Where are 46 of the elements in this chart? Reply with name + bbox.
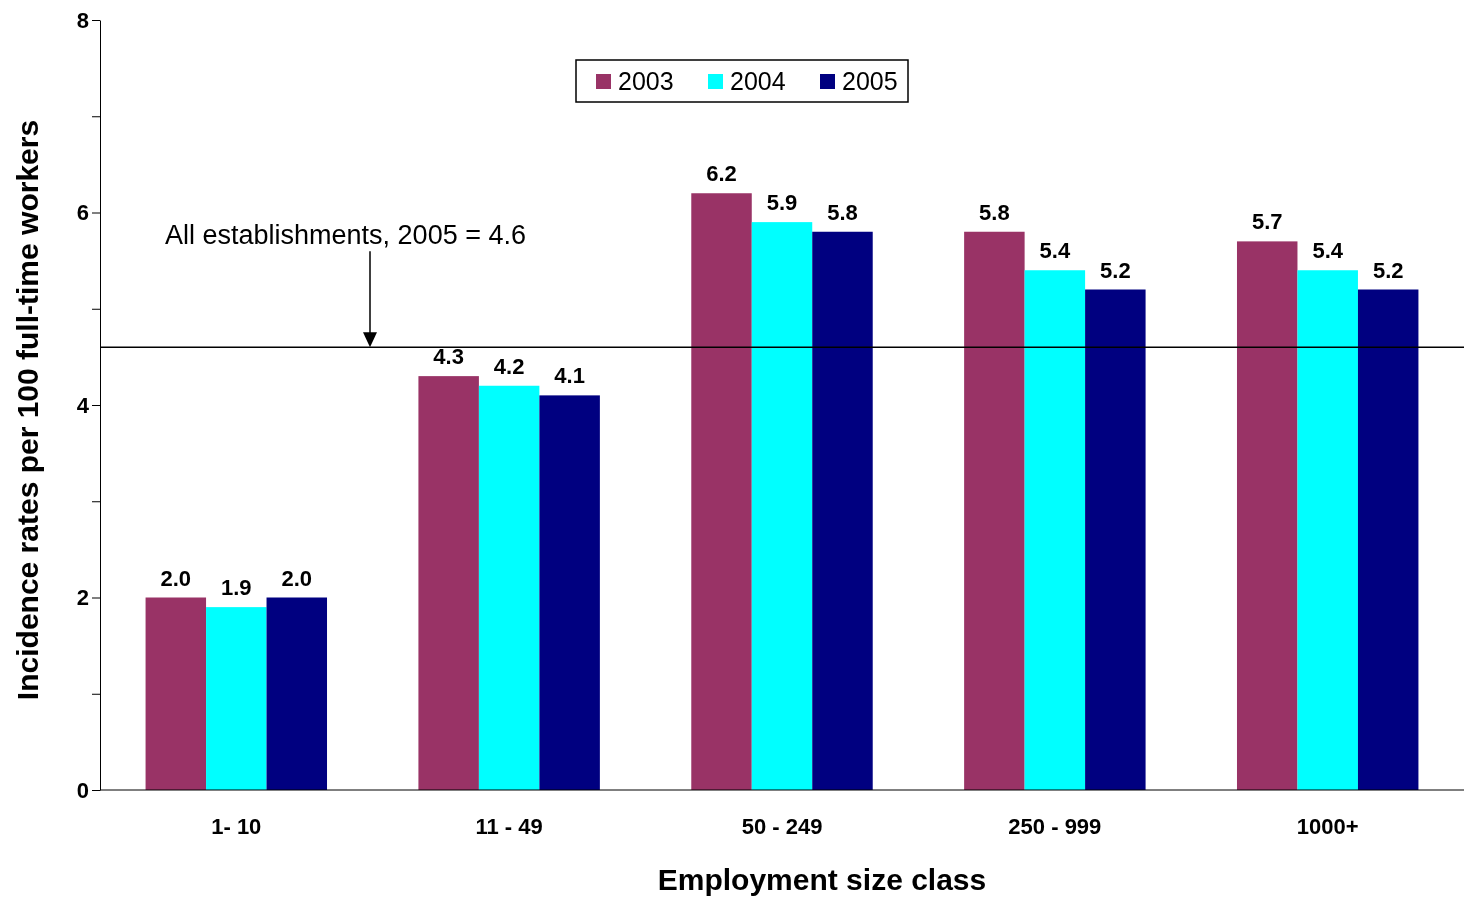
y-tick-label: 6 [76,200,89,226]
data-label: 2.0 [160,565,192,591]
x-tick-label: 50 - 249 [741,813,823,839]
bar [812,231,873,790]
bar [1297,270,1358,790]
y-axis-title: Incidence rates per 100 full-time workers [11,119,44,701]
bar [266,597,328,790]
data-label: 5.4 [1312,238,1344,264]
bar [478,385,540,790]
bar [691,193,752,790]
data-label: 2.0 [281,565,313,591]
y-tick-label: 2 [76,585,89,611]
x-tick-label: 250 - 999 [1008,813,1102,839]
legend-label: 2003 [618,67,674,95]
bar [964,231,1025,790]
bar [751,222,813,790]
data-label: 4.3 [433,344,464,370]
bar [418,376,479,790]
bar [1085,289,1146,790]
x-tick-label: 1000+ [1296,813,1359,839]
bar [1024,270,1086,790]
y-tick-label: 8 [76,7,89,33]
data-label: 5.9 [766,190,798,216]
bar [539,395,600,790]
x-axis-title: Employment size class [657,863,987,896]
bar [206,607,267,790]
data-label: 5.4 [1039,238,1071,264]
data-label: 5.2 [1372,257,1404,283]
data-label: 5.2 [1100,257,1131,283]
data-label: 4.1 [554,363,585,389]
y-tick-label: 0 [76,777,89,803]
legend-label: 2004 [730,67,786,95]
data-label: 5.8 [827,199,858,225]
y-tick-label: 4 [76,392,90,418]
annotation: All establishments, 2005 = 4.6 [165,220,526,251]
data-label: 4.2 [493,353,525,379]
x-tick-label: 1- 10 [211,813,262,839]
data-label: 5.7 [1251,209,1283,235]
bar [1236,241,1298,790]
x-tick-label: 11 - 49 [475,813,543,839]
data-label: 5.8 [979,199,1010,225]
data-label: 1.9 [220,575,252,601]
bar [145,597,207,790]
legend-label: 2005 [842,67,898,95]
data-label: 6.2 [706,161,737,187]
bar [1357,289,1419,790]
